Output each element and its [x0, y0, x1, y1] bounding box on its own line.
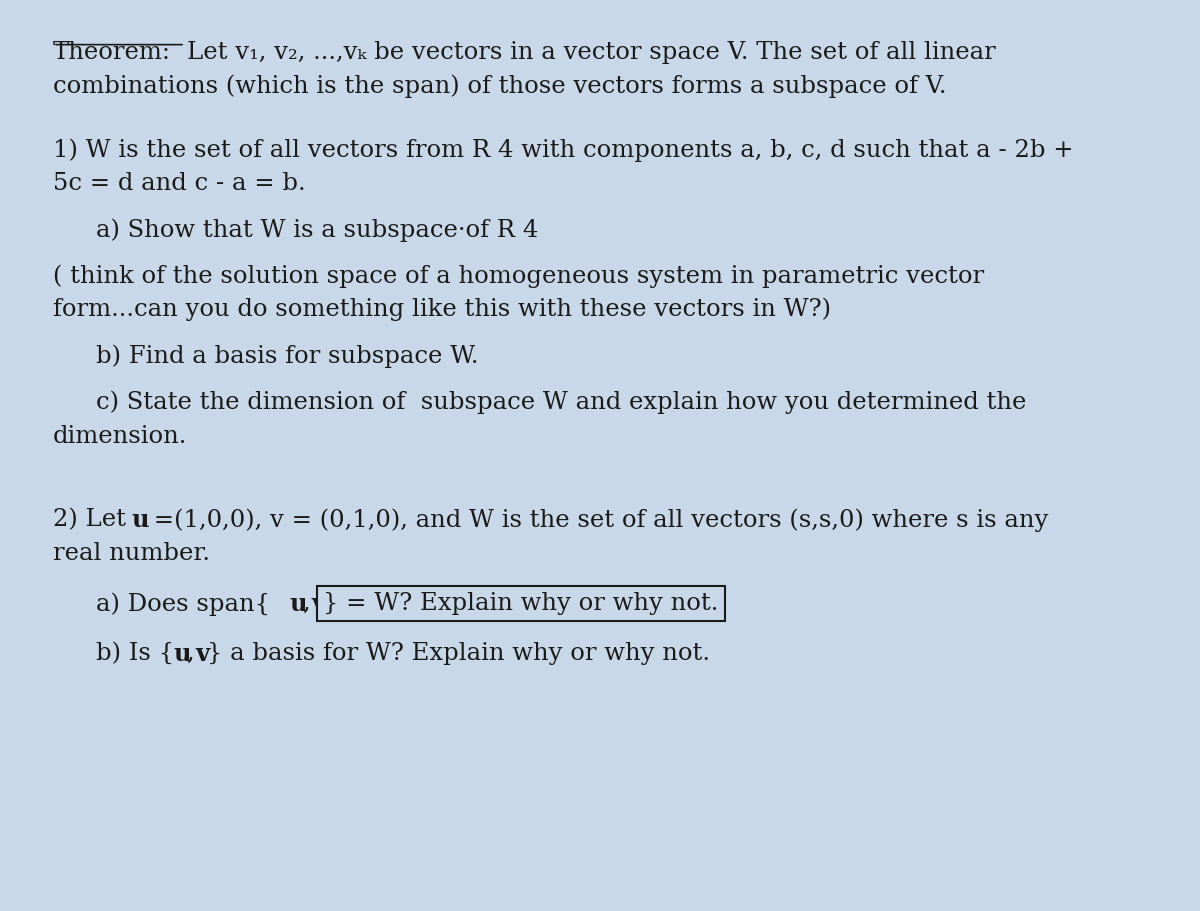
- Text: a) Show that W is a subspace·of R 4: a) Show that W is a subspace·of R 4: [96, 219, 538, 242]
- Text: form...can you do something like this with these vectors in W?): form...can you do something like this wi…: [53, 298, 832, 322]
- Text: v: v: [312, 592, 325, 616]
- Text: v: v: [196, 642, 210, 666]
- Text: Theorem:: Theorem:: [53, 41, 172, 64]
- Text: u: u: [132, 508, 150, 532]
- Text: real number.: real number.: [53, 542, 210, 565]
- Text: u: u: [289, 592, 307, 616]
- Text: 5c = d and c - a = b.: 5c = d and c - a = b.: [53, 172, 306, 195]
- Text: c) State the dimension of  subspace W and explain how you determined the: c) State the dimension of subspace W and…: [96, 391, 1026, 415]
- Text: u: u: [173, 642, 191, 666]
- Text: b) Find a basis for subspace W.: b) Find a basis for subspace W.: [96, 344, 478, 368]
- Text: ,: ,: [186, 642, 193, 665]
- Text: ,: ,: [302, 592, 310, 615]
- Text: b) Is {: b) Is {: [96, 642, 174, 665]
- Text: 2) Let: 2) Let: [53, 508, 134, 531]
- Text: a) Does span{: a) Does span{: [96, 592, 270, 616]
- Text: =(1,0,0), v = (0,1,0), and W is the set of all vectors (s,s,0) where s is any: =(1,0,0), v = (0,1,0), and W is the set …: [145, 508, 1048, 532]
- Text: } = W? Explain why or why not.: } = W? Explain why or why not.: [323, 592, 719, 615]
- Text: ( think of the solution space of a homogeneous system in parametric vector: ( think of the solution space of a homog…: [53, 264, 984, 288]
- Text: } a basis for W? Explain why or why not.: } a basis for W? Explain why or why not.: [208, 642, 710, 665]
- Text: Let v₁, v₂, ...,vₖ be vectors in a vector space V. The set of all linear: Let v₁, v₂, ...,vₖ be vectors in a vecto…: [187, 41, 996, 64]
- Text: combinations (which is the span) of those vectors forms a subspace of V.: combinations (which is the span) of thos…: [53, 75, 947, 98]
- Text: dimension.: dimension.: [53, 425, 187, 447]
- Text: 1) W is the set of all vectors from R 4 with components a, b, c, d such that a -: 1) W is the set of all vectors from R 4 …: [53, 138, 1074, 162]
